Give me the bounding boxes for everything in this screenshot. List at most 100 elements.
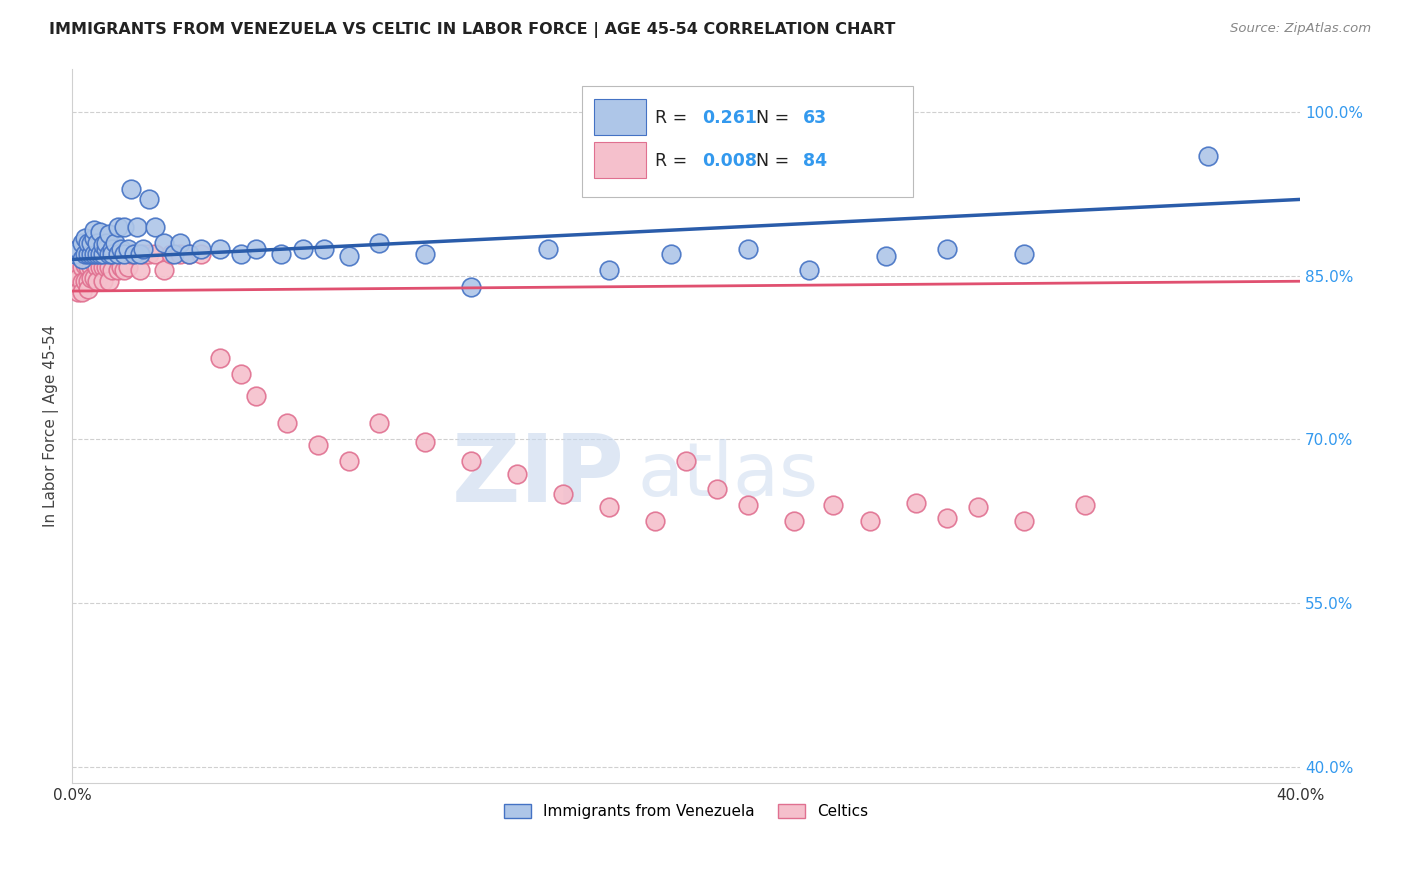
Point — [94, 260, 117, 274]
Point — [169, 235, 191, 250]
Point — [98, 274, 121, 288]
Point — [65, 247, 87, 261]
Text: R =: R = — [655, 152, 693, 169]
Point — [208, 351, 231, 365]
Point — [368, 416, 391, 430]
Point — [675, 454, 697, 468]
Point — [101, 247, 124, 261]
Point — [312, 242, 335, 256]
Point — [153, 263, 176, 277]
Point — [122, 247, 145, 261]
Point — [91, 238, 114, 252]
Y-axis label: In Labor Force | Age 45-54: In Labor Force | Age 45-54 — [44, 325, 59, 527]
Point — [138, 193, 160, 207]
Point — [120, 247, 142, 261]
Point — [91, 260, 114, 274]
FancyBboxPatch shape — [595, 99, 645, 135]
Point — [797, 263, 820, 277]
Point — [125, 247, 148, 261]
Point — [73, 258, 96, 272]
Point — [114, 219, 136, 234]
Point — [1074, 498, 1097, 512]
Point — [114, 247, 136, 261]
Point — [737, 242, 759, 256]
Point — [782, 514, 804, 528]
Point — [80, 235, 103, 250]
Point — [73, 274, 96, 288]
Point — [177, 247, 200, 261]
Point — [229, 247, 252, 261]
Point — [966, 500, 988, 514]
Point — [128, 263, 150, 277]
Point — [737, 498, 759, 512]
Point — [67, 258, 90, 272]
Point — [138, 247, 160, 261]
Point — [537, 242, 560, 256]
Point — [67, 285, 90, 300]
Point — [905, 496, 928, 510]
Text: 0.261: 0.261 — [702, 109, 756, 127]
Point — [143, 219, 166, 234]
Text: 84: 84 — [803, 152, 827, 169]
Point — [125, 219, 148, 234]
Text: N =: N = — [756, 152, 794, 169]
Point — [83, 247, 105, 261]
Point — [70, 252, 93, 267]
Point — [598, 500, 620, 514]
Point — [291, 242, 314, 256]
Point — [73, 230, 96, 244]
Point — [104, 235, 127, 250]
Point — [110, 260, 132, 274]
Text: Source: ZipAtlas.com: Source: ZipAtlas.com — [1230, 22, 1371, 36]
Point — [73, 247, 96, 261]
Point — [98, 260, 121, 274]
Point — [76, 260, 98, 274]
Point — [70, 260, 93, 274]
Point — [114, 263, 136, 277]
Point — [76, 274, 98, 288]
Point — [1197, 149, 1219, 163]
Point — [117, 242, 139, 256]
Point — [598, 263, 620, 277]
Point — [70, 235, 93, 250]
Point — [76, 235, 98, 250]
Point — [104, 247, 127, 261]
Point — [76, 247, 98, 261]
Point — [98, 247, 121, 261]
Point — [65, 263, 87, 277]
Point — [70, 276, 93, 290]
Point — [117, 247, 139, 261]
Point — [875, 249, 897, 263]
Point — [143, 247, 166, 261]
Point — [1012, 514, 1035, 528]
Point — [107, 247, 129, 261]
Point — [122, 247, 145, 261]
Point — [94, 247, 117, 261]
Point — [65, 279, 87, 293]
Point — [132, 242, 155, 256]
Point — [276, 416, 298, 430]
Point — [245, 242, 267, 256]
Point — [107, 247, 129, 261]
Point — [190, 242, 212, 256]
Point — [94, 242, 117, 256]
Text: atlas: atlas — [637, 439, 818, 512]
Point — [89, 247, 111, 261]
Point — [245, 389, 267, 403]
Point — [177, 247, 200, 261]
Point — [80, 247, 103, 261]
Point — [98, 227, 121, 242]
Text: 0.008: 0.008 — [702, 152, 756, 169]
Point — [132, 247, 155, 261]
Point — [120, 181, 142, 195]
Point — [337, 249, 360, 263]
Point — [83, 242, 105, 256]
Point — [117, 260, 139, 274]
Point — [65, 247, 87, 261]
Point — [162, 247, 184, 261]
Point — [67, 271, 90, 285]
Point — [91, 247, 114, 261]
Point — [128, 247, 150, 261]
Point — [67, 242, 90, 256]
Point — [644, 514, 666, 528]
